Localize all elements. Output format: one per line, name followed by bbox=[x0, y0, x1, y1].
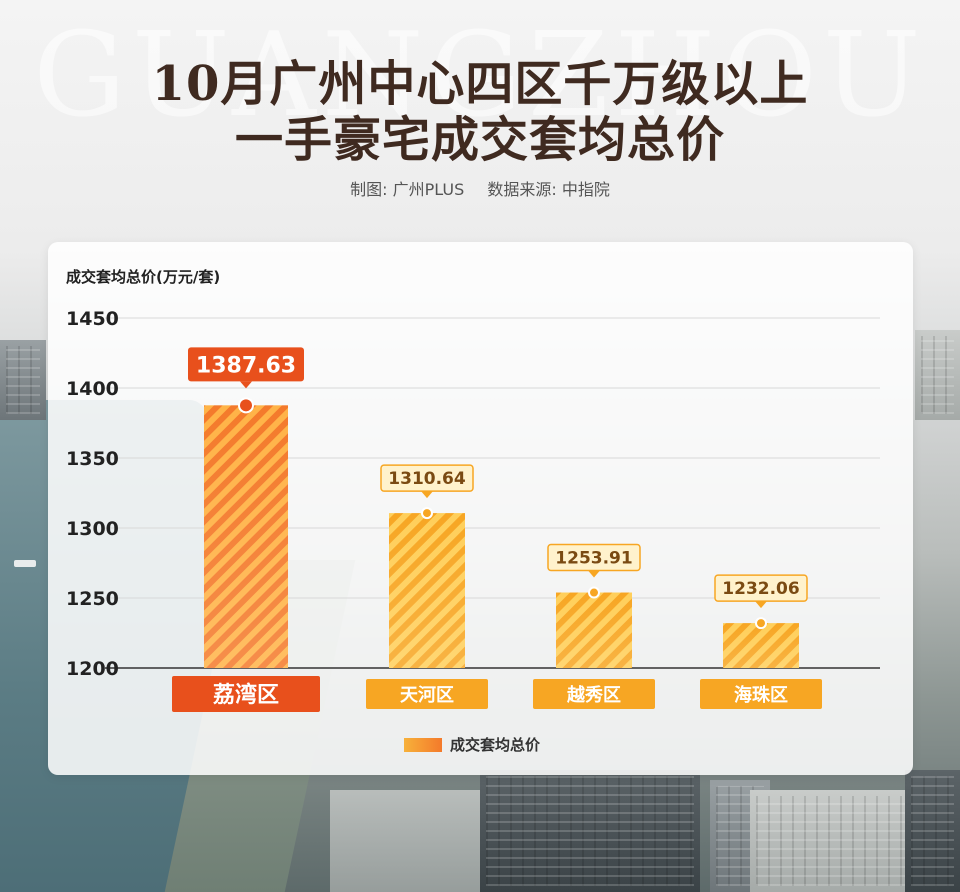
category-pill bbox=[172, 676, 320, 712]
legend-label: 成交套均总价 bbox=[450, 736, 541, 754]
chart-maker: 制图: 广州PLUS bbox=[350, 180, 465, 199]
y-tick-label: 1250 bbox=[66, 588, 119, 610]
data-source: 数据来源: 中指院 bbox=[487, 180, 610, 199]
y-tick-label: 1450 bbox=[66, 308, 119, 330]
value-label-pointer bbox=[755, 601, 767, 609]
building bbox=[915, 330, 960, 420]
building bbox=[750, 790, 920, 892]
y-tick-label: 1350 bbox=[66, 448, 119, 470]
category-label: 天河区 bbox=[400, 685, 454, 706]
building bbox=[905, 770, 960, 892]
credit-line: 制图: 广州PLUS 数据来源: 中指院 bbox=[0, 176, 960, 200]
category-pill bbox=[533, 679, 655, 709]
boat bbox=[14, 560, 36, 567]
y-tick-label: 1300 bbox=[66, 518, 119, 540]
plaza bbox=[330, 790, 480, 892]
building bbox=[480, 770, 700, 892]
category-label: 荔湾区 bbox=[213, 682, 279, 708]
bar-marker bbox=[238, 397, 254, 414]
value-label: 1232.06 bbox=[722, 579, 799, 599]
value-labels: 1387.63 1310.64 1253.91 1232.06 bbox=[188, 347, 808, 609]
value-label: 1387.63 bbox=[196, 353, 296, 378]
bar-sheen bbox=[723, 623, 799, 668]
y-tick-label: 1400 bbox=[66, 378, 119, 400]
category-label: 海珠区 bbox=[734, 684, 788, 706]
y-tick-label: 1200 bbox=[66, 658, 119, 680]
category-labels: 荔湾区 天河区 越秀区 海珠区 bbox=[172, 676, 822, 712]
bar-marker bbox=[588, 586, 600, 599]
watermark-text: GUANGZHOU bbox=[33, 8, 927, 143]
bar-marker bbox=[755, 617, 767, 630]
bar-sheen bbox=[204, 405, 288, 668]
value-label-box bbox=[188, 347, 304, 382]
value-label-pointer bbox=[588, 570, 600, 578]
value-label-pointer bbox=[240, 381, 252, 389]
building bbox=[0, 340, 46, 420]
bar-marker bbox=[421, 507, 433, 520]
value-label: 1253.91 bbox=[555, 549, 632, 569]
value-label-pointer bbox=[421, 491, 433, 499]
category-label: 越秀区 bbox=[566, 684, 621, 706]
bar-sheen bbox=[556, 592, 632, 668]
y-tick-labels: 1450 1400 1350 1300 1250 1200 bbox=[66, 308, 119, 680]
value-label: 1310.64 bbox=[388, 469, 466, 489]
category-pill bbox=[366, 679, 488, 709]
legend: 成交套均总价 bbox=[404, 734, 540, 755]
legend-swatch bbox=[404, 737, 442, 752]
title-line-2: 一手豪宅成交套均总价 bbox=[234, 112, 725, 168]
title-line-1: 10月广州中心四区千万级以上 bbox=[151, 56, 809, 112]
bar-sheen bbox=[389, 513, 465, 668]
y-axis-label: 成交套均总价(万元/套) bbox=[66, 268, 221, 286]
bars bbox=[204, 397, 799, 668]
category-pill bbox=[700, 679, 822, 709]
